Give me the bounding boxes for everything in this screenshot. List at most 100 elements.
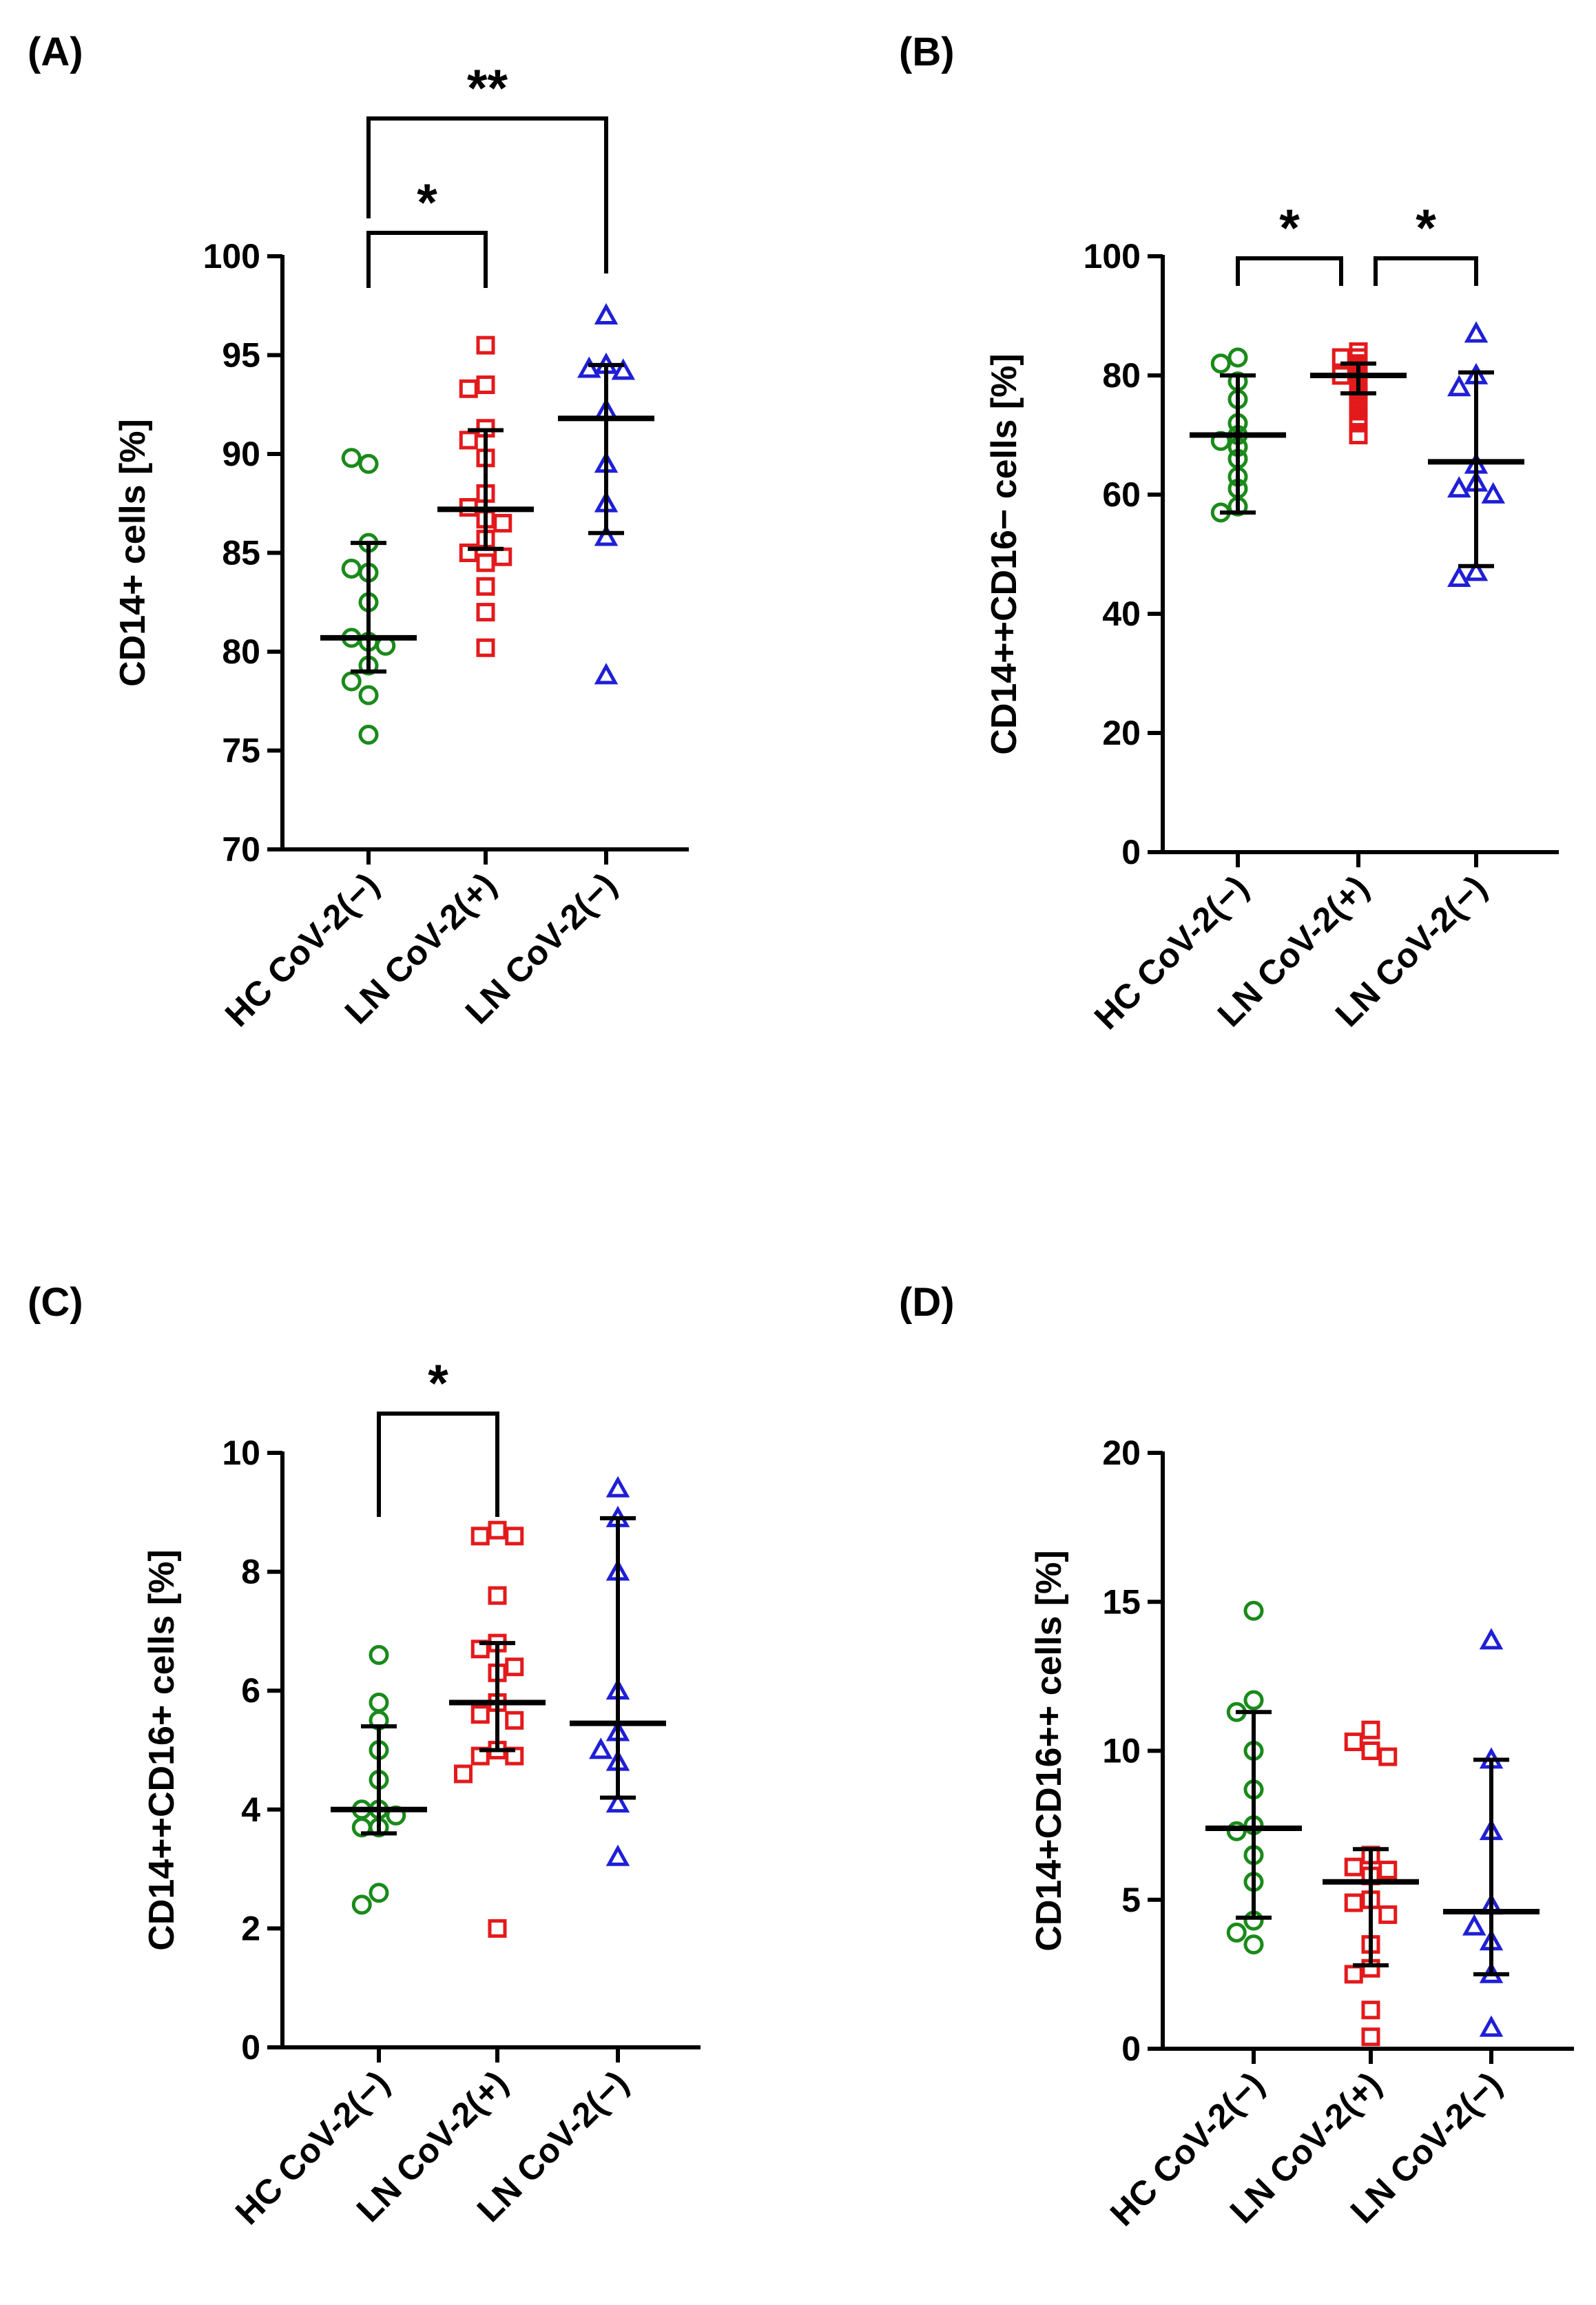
y-axis-label: CD14+CD16++ cells [%] [1029, 1550, 1069, 1951]
data-point [577, 356, 601, 378]
data-point [351, 1817, 372, 1838]
series-triangle [558, 302, 654, 685]
data-point [493, 513, 512, 533]
data-point [470, 1705, 490, 1724]
data-point [1464, 321, 1489, 343]
data-point [476, 638, 495, 657]
data-point [1227, 347, 1248, 368]
panel-label: (B) [899, 30, 955, 74]
data-point [369, 1692, 389, 1713]
data-point [488, 1586, 507, 1605]
data-point [1210, 353, 1231, 374]
data-point [1243, 1934, 1264, 1955]
data-point [611, 358, 635, 380]
data-point [1349, 426, 1368, 444]
y-tick-label: 0 [241, 2028, 260, 2067]
data-point [1243, 1600, 1264, 1621]
y-tick-label: 100 [203, 237, 260, 276]
y-axis-label: CD14++CD16− cells [%] [984, 353, 1024, 754]
data-point [459, 379, 478, 398]
data-point [1447, 476, 1471, 498]
series-circle [1190, 347, 1286, 523]
y-tick-label: 90 [222, 435, 260, 473]
significance-label: * [417, 174, 437, 232]
data-point [1344, 1965, 1363, 1984]
series-circle [331, 1644, 427, 1915]
y-tick-label: 100 [1084, 237, 1141, 276]
y-tick-label: 60 [1102, 475, 1141, 514]
data-point [358, 453, 379, 474]
series-square [1310, 342, 1407, 444]
y-tick-label: 6 [241, 1671, 260, 1710]
y-tick-label: 0 [1121, 833, 1141, 871]
significance-bracket: * [1374, 199, 1478, 286]
data-point [605, 1844, 630, 1866]
data-point [459, 544, 478, 562]
data-point [594, 524, 619, 546]
significance-label: * [1416, 199, 1436, 258]
data-point [369, 1644, 389, 1665]
series-circle [1205, 1600, 1302, 1955]
data-point [1464, 559, 1489, 581]
significance-label: ** [467, 59, 508, 118]
data-point [1349, 413, 1368, 433]
data-point [1226, 1821, 1247, 1841]
significance-bracket: * [1236, 199, 1343, 286]
data-point [1361, 2001, 1380, 2020]
data-point [476, 553, 495, 572]
data-point [476, 335, 495, 355]
data-point [341, 558, 362, 579]
data-point [369, 1883, 389, 1903]
y-tick-label: 2 [241, 1909, 260, 1947]
data-point [351, 1894, 372, 1915]
data-point [341, 448, 362, 468]
y-tick-label: 0 [1121, 2029, 1141, 2068]
y-tick-label: 80 [222, 632, 260, 671]
data-point [1479, 1628, 1504, 1650]
series-square [449, 1520, 546, 1938]
data-point [476, 375, 495, 395]
y-tick-label: 85 [222, 534, 260, 572]
panel-label: (C) [28, 1280, 83, 1325]
data-point [1479, 2015, 1504, 2037]
significance-label: * [428, 1354, 448, 1413]
data-point [1378, 1905, 1398, 1924]
data-point [1243, 1690, 1264, 1710]
y-tick-label: 5 [1121, 1881, 1141, 1919]
data-point [1361, 1741, 1380, 1760]
significance-bracket: ** [366, 59, 608, 273]
y-tick-label: 20 [1102, 1434, 1141, 1472]
data-point [594, 302, 619, 324]
data-point [1344, 1857, 1363, 1877]
y-tick-label: 75 [222, 732, 260, 770]
data-point [1378, 1861, 1398, 1879]
data-point [488, 1919, 507, 1938]
y-tick-label: 10 [222, 1434, 260, 1472]
data-point [505, 1710, 524, 1730]
series-square [1323, 1720, 1419, 2047]
data-point [594, 663, 619, 685]
data-point [470, 1527, 490, 1546]
series-triangle [1443, 1628, 1540, 2037]
data-point [358, 685, 379, 705]
y-tick-label: 95 [222, 336, 260, 375]
data-point [1344, 1893, 1363, 1912]
series-circle [320, 448, 417, 745]
data-point [1462, 1914, 1486, 1936]
data-point [1481, 482, 1505, 504]
data-point [493, 547, 512, 566]
data-point [505, 1527, 524, 1546]
data-point [1447, 375, 1471, 397]
y-axis-label: CD14+ cells [%] [113, 419, 153, 687]
data-point [605, 1791, 630, 1813]
data-point [1344, 1733, 1363, 1752]
series-square [437, 335, 534, 657]
y-tick-label: 40 [1102, 595, 1141, 633]
data-point [589, 1737, 613, 1759]
y-tick-label: 10 [1102, 1732, 1141, 1770]
data-point [341, 671, 362, 692]
